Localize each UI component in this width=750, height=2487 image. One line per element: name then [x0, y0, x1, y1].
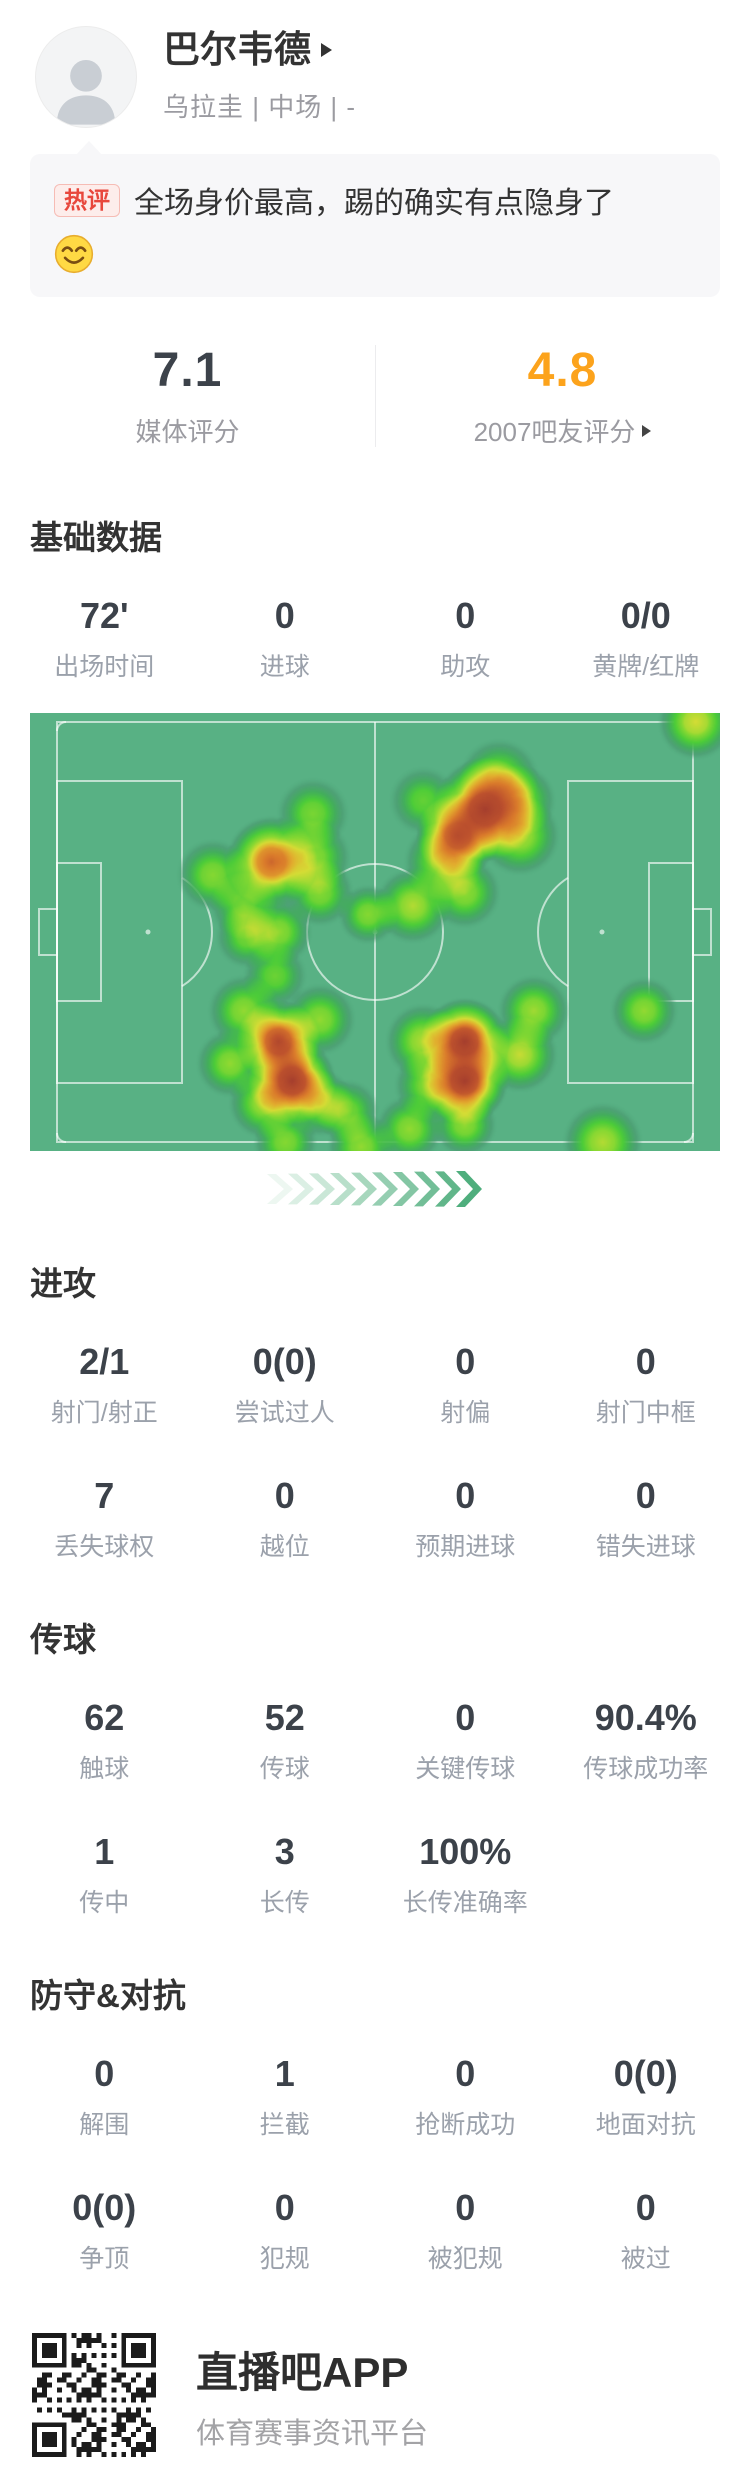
- triangle-right-icon: [642, 424, 652, 437]
- stat-crosses: 1 传中: [79, 1831, 130, 1917]
- fans-rating-value: 4.8: [527, 344, 598, 397]
- stat-offsides: 0 越位: [259, 1475, 310, 1561]
- stat-aerial-duels: 0(0) 争顶: [72, 2187, 137, 2273]
- app-tagline: 体育赛事资讯平台: [196, 2417, 429, 2450]
- stat-ground-duels: 0(0) 地面对抗: [595, 2053, 696, 2139]
- app-name: 直播吧APP: [196, 2348, 409, 2396]
- section-title-attack: 进攻: [30, 1265, 96, 1302]
- heatmap-canvas: [30, 713, 720, 1151]
- stat-interceptions: 1 拦截: [259, 2053, 310, 2139]
- stat-long-ball-accuracy: 100% 长传准确率: [402, 1831, 528, 1917]
- basic-stats-grid: 72' 出场时间 0 进球 0 助攻 0/0 黄牌/红牌: [0, 595, 750, 683]
- stat-tackles-won: 0 抢断成功: [415, 2053, 516, 2139]
- stat-assists: 0 助攻: [440, 595, 491, 681]
- stat-shots-off: 0 射偏: [440, 1341, 491, 1427]
- avatar: [35, 26, 137, 128]
- attack-stats-grid: 2/1 射门/射正 0(0) 尝试过人 0 射偏 0 射门中框 7 丢失球权 0…: [0, 1341, 750, 1563]
- hot-comment-bubble: 热评 全场身价最高，踢的确实有点隐身了: [30, 141, 720, 297]
- hot-comment-text: 全场身价最高，踢的确实有点隐身了: [134, 187, 614, 220]
- stat-long-balls: 3 长传: [259, 1831, 310, 1917]
- passing-stats-grid: 62 触球 52 传球 0 关键传球 90.4% 传球成功率 1 传中 3 长传…: [0, 1697, 750, 1919]
- stat-shots-woodwork: 0 射门中框: [595, 1341, 696, 1427]
- player-header: 巴尔韦德 乌拉圭 | 中场 | -: [0, 0, 750, 128]
- stat-xg: 0 预期进球: [415, 1475, 516, 1561]
- hot-comment-badge: 热评: [54, 183, 120, 217]
- fans-rating-label: 2007吧友评分: [375, 412, 750, 449]
- media-rating-value: 7.1: [152, 344, 223, 397]
- person-silhouette-icon: [56, 59, 116, 125]
- app-footer: 直播吧APP 体育赛事资讯平台: [32, 2333, 720, 2457]
- stat-possession-lost: 7 丢失球权: [54, 1475, 155, 1561]
- defense-stats-grid: 0 解围 1 拦截 0 抢断成功 0(0) 地面对抗 0(0) 争顶 0 犯规 …: [0, 2053, 750, 2275]
- stat-shots: 2/1 射门/射正: [50, 1341, 158, 1427]
- section-title-passing: 传球: [30, 1621, 96, 1658]
- stat-passes: 52 传球: [259, 1697, 310, 1783]
- section-title-basic: 基础数据: [30, 519, 162, 556]
- stat-cards: 0/0 黄牌/红牌: [592, 595, 700, 681]
- fans-rating[interactable]: 4.8 2007吧友评分: [375, 343, 750, 449]
- media-rating: 7.1 媒体评分: [0, 343, 375, 449]
- stat-pass-accuracy: 90.4% 传球成功率: [583, 1697, 709, 1783]
- stat-touches: 62 触球: [79, 1697, 130, 1783]
- stat-minutes: 72' 出场时间: [54, 595, 155, 681]
- stat-goals: 0 进球: [259, 595, 310, 681]
- ratings-row: 7.1 媒体评分 4.8 2007吧友评分: [0, 335, 750, 461]
- player-info: 乌拉圭 | 中场 | -: [163, 91, 357, 122]
- stat-key-passes: 0 关键传球: [415, 1697, 516, 1783]
- stat-dribbles: 0(0) 尝试过人: [234, 1341, 335, 1427]
- stat-clearances: 0 解围: [79, 2053, 130, 2139]
- chevron-arrows-icon: [0, 1171, 750, 1207]
- triangle-right-icon: [321, 43, 332, 58]
- player-name: 巴尔韦德: [163, 29, 311, 70]
- player-heatmap: [30, 713, 720, 1151]
- stat-dribbled-past: 0 被过: [620, 2187, 671, 2273]
- section-title-defense: 防守&对抗: [30, 1977, 186, 2014]
- stat-fouls: 0 犯规: [259, 2187, 310, 2273]
- stat-big-chances-missed: 0 错失进球: [595, 1475, 696, 1561]
- qr-code: [32, 2333, 156, 2457]
- smirk-smiley-icon: [54, 234, 94, 274]
- player-name-row[interactable]: 巴尔韦德: [163, 29, 356, 71]
- stat-was-fouled: 0 被犯规: [427, 2187, 503, 2273]
- media-rating-label: 媒体评分: [135, 417, 240, 447]
